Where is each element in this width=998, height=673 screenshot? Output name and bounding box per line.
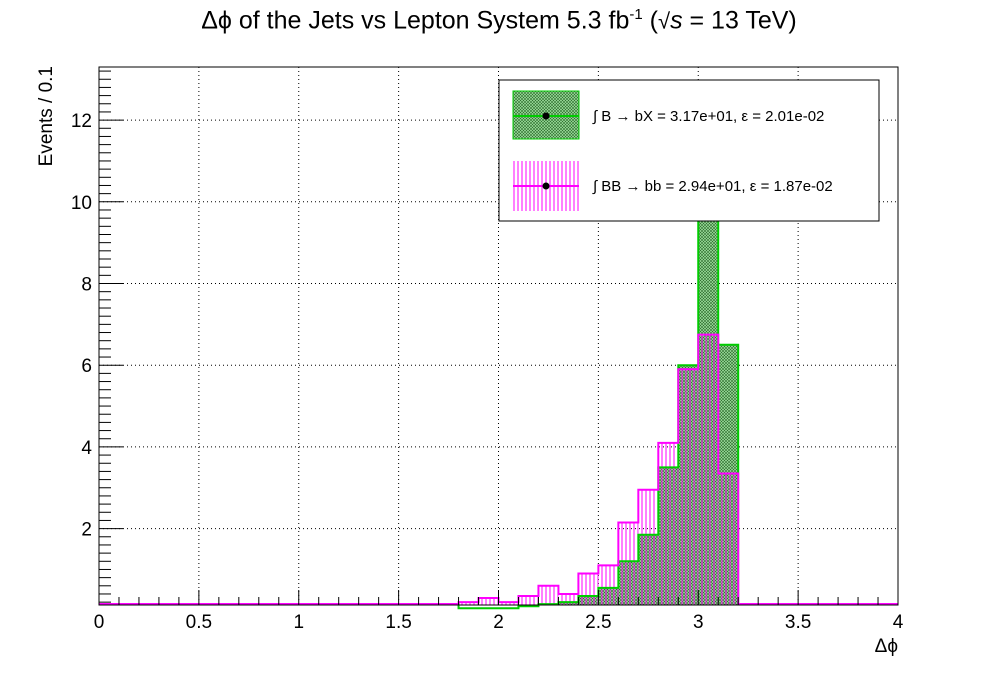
- x-tick-label: 3.5: [785, 612, 811, 633]
- y-tick-label: 4: [81, 438, 92, 459]
- legend-entry-b-to-bx: ∫ B → bX = 3.17e+01, ε = 2.01e-02: [512, 90, 824, 140]
- legend-label-bb-to-bb: ∫ BB → bb = 2.94e+01, ε = 1.87e-02: [592, 178, 833, 195]
- bar-bb-to-bb: [518, 596, 539, 605]
- x-tick-label: 4: [893, 612, 904, 633]
- legend-marker-dot: [542, 112, 550, 120]
- bar-bb-to-bb: [598, 565, 619, 605]
- y-tick-label: 8: [81, 275, 92, 296]
- y-axis-title: Events / 0.1: [36, 66, 57, 166]
- bar-bb-to-bb: [478, 598, 499, 605]
- x-tick-label: 1: [293, 612, 304, 633]
- legend-marker-dot: [542, 182, 550, 190]
- x-tick-label: 3: [693, 612, 704, 633]
- bar-bb-to-bb: [658, 442, 679, 605]
- bar-bb-to-bb: [638, 489, 659, 605]
- y-tick-label: 10: [71, 193, 92, 214]
- y-tick-label: 12: [71, 111, 92, 132]
- bar-bb-to-bb: [718, 473, 739, 605]
- legend-entry-bb-to-bb: ∫ BB → bb = 2.94e+01, ε = 1.87e-02: [513, 161, 833, 211]
- y-tick-label: 2: [81, 520, 92, 541]
- y-tick-label: 6: [81, 356, 92, 377]
- bar-bb-to-bb: [558, 593, 579, 605]
- bar-bb-to-bb: [618, 522, 639, 605]
- chart-title: Δϕ of the Jets vs Lepton System 5.3 fb-1…: [201, 6, 797, 35]
- legend-label-b-to-bx: ∫ B → bX = 3.17e+01, ε = 2.01e-02: [592, 108, 824, 125]
- bar-bb-to-bb: [498, 602, 519, 605]
- bar-bb-to-bb: [458, 602, 479, 605]
- legend: ∫ B → bX = 3.17e+01, ε = 2.01e-02 ∫ BB →…: [498, 79, 880, 222]
- bar-bb-to-bb: [538, 585, 559, 605]
- x-tick-label: 0: [94, 612, 105, 633]
- x-axis-title: Δϕ: [875, 636, 898, 657]
- axes: 0 0.5 1 1.5 2 2.5 3 3.5 4 2 4 6 8 10 12: [71, 66, 904, 633]
- outline-b-to-bx: [99, 208, 898, 610]
- x-tick-label: 2.5: [585, 612, 611, 633]
- x-tick-label: 2: [493, 612, 504, 633]
- bar-bb-to-bb: [698, 334, 719, 605]
- histogram-bars: [99, 208, 898, 610]
- bar-bb-to-bb: [578, 573, 599, 605]
- bar-bb-to-bb: [678, 369, 699, 605]
- x-tick-label: 0.5: [186, 612, 212, 633]
- x-tick-label: 1.5: [385, 612, 411, 633]
